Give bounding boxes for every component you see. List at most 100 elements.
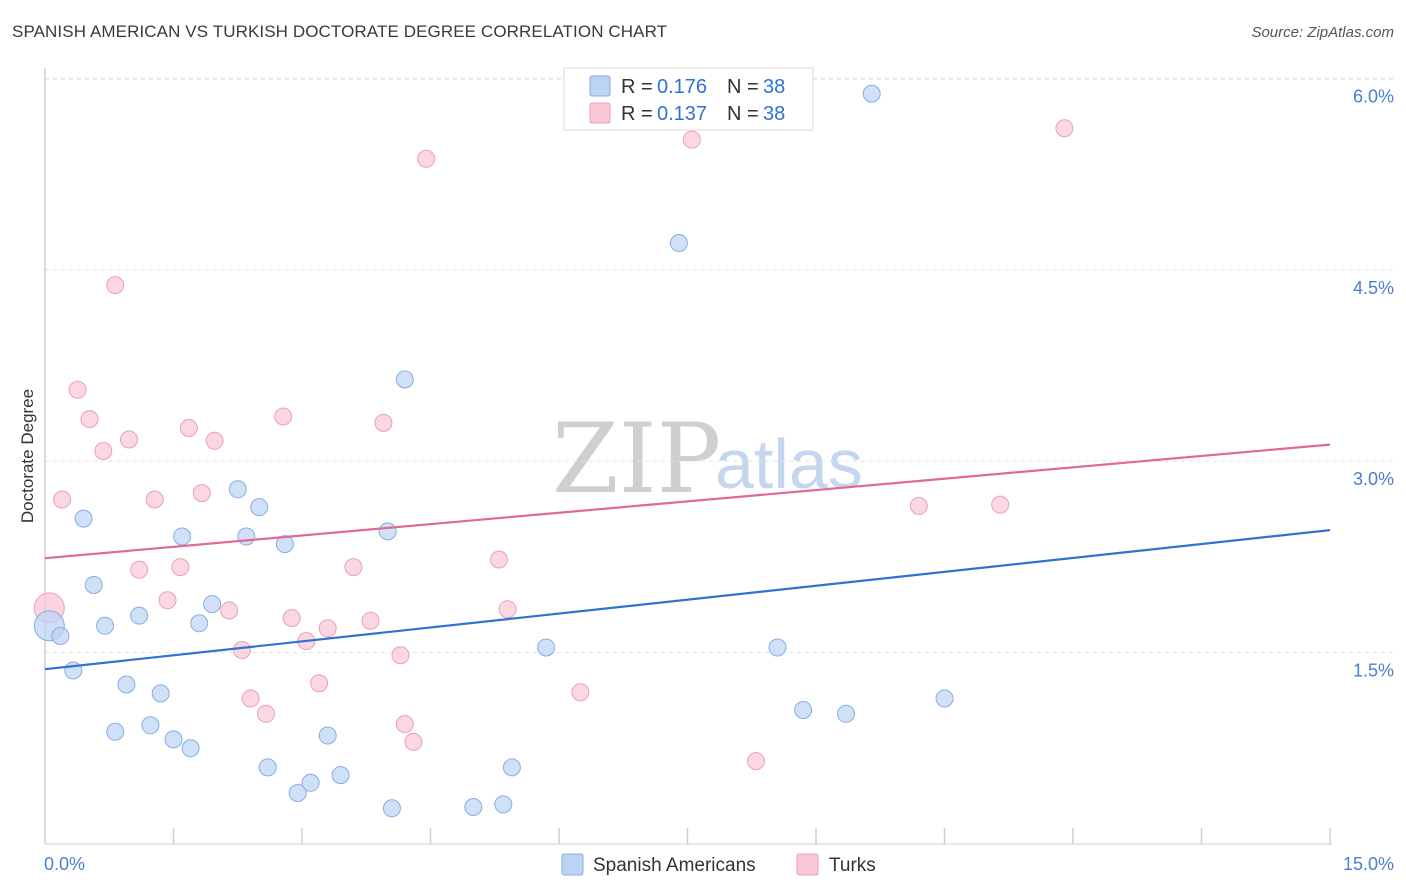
turk-point-30 (490, 550, 508, 569)
bottom-legend: Spanish Americans Turks (561, 853, 876, 876)
legend-n-label-blue: N = (727, 76, 759, 98)
spanish-american-point-26 (382, 799, 401, 818)
legend-r-value-pink: 0.137 (657, 103, 707, 125)
legend-r-label-blue: R = (621, 76, 653, 98)
y-tick-labels: 1.5% 3.0% 4.5% 6.0% (1353, 86, 1394, 680)
turk-point-32 (571, 683, 590, 702)
spanish-americans-points (33, 84, 954, 818)
spanish-american-point-17 (237, 527, 256, 546)
turk-point-35 (909, 496, 928, 515)
turk-point-23 (344, 558, 363, 577)
turk-point-7 (130, 560, 149, 579)
turk-point-2 (68, 380, 87, 399)
turk-point-5 (106, 276, 125, 295)
spanish-american-point-9 (141, 716, 160, 735)
spanish-american-point-21 (288, 784, 307, 802)
spanish-american-point-34 (794, 701, 813, 719)
turk-point-10 (171, 558, 190, 577)
top-legend: R = 0.176 N = 38 R = 0.137 N = 38 (563, 67, 814, 131)
spanish-american-point-31 (537, 638, 556, 657)
spanish-american-point-18 (250, 498, 269, 517)
turk-point-14 (220, 601, 239, 620)
chart-title: SPANISH AMERICAN VS TURKISH DOCTORATE DE… (12, 22, 668, 41)
turk-point-22 (318, 619, 337, 638)
turk-point-27 (395, 715, 414, 734)
spanish-american-point-32 (669, 234, 688, 252)
spanish-american-point-29 (494, 795, 513, 814)
spanish-american-point-3 (74, 509, 93, 528)
turk-point-1 (53, 490, 72, 509)
spanish-american-point-16 (228, 480, 247, 499)
trend-line-turks (44, 443, 1331, 560)
spanish-american-point-37 (935, 689, 954, 708)
spanish-american-point-13 (181, 739, 200, 758)
trend-lines (44, 443, 1331, 671)
turk-point-16 (241, 689, 260, 708)
turk-point-3 (80, 410, 99, 429)
turk-point-8 (145, 490, 164, 509)
spanish-american-point-5 (96, 616, 114, 635)
spanish-american-point-6 (106, 722, 125, 741)
legend-n-value-pink: 38 (763, 103, 785, 125)
turk-point-26 (391, 646, 410, 665)
spanish-american-point-12 (173, 527, 192, 546)
watermark-zip: ZIP (552, 403, 721, 515)
trend-line-spanish-americans (44, 529, 1331, 671)
y-tick-label-3: 6.0% (1353, 86, 1394, 106)
turk-point-29 (417, 149, 436, 168)
spanish-american-point-27 (395, 370, 414, 389)
turks-points (33, 119, 1074, 771)
spanish-american-point-20 (275, 535, 294, 554)
bottom-legend-swatch-turks (796, 853, 819, 876)
y-tick-label-0: 1.5% (1353, 661, 1394, 681)
turk-point-34 (747, 752, 765, 771)
turk-point-9 (158, 591, 177, 610)
legend-n-value-blue: 38 (763, 76, 785, 98)
spanish-american-point-11 (164, 730, 183, 749)
spanish-american-point-30 (502, 758, 521, 777)
turk-point-37 (1055, 119, 1074, 138)
watermark-atlas: atlas (715, 425, 863, 503)
spanish-american-point-14 (190, 614, 209, 633)
turk-point-19 (282, 609, 301, 628)
turk-point-31 (498, 600, 517, 619)
turk-point-4 (94, 442, 113, 460)
spanish-american-point-4 (84, 576, 103, 594)
spanish-american-point-19 (258, 758, 277, 777)
y-tick-label-1: 3.0% (1353, 469, 1394, 489)
turk-point-12 (192, 484, 211, 503)
spanish-american-point-8 (130, 606, 149, 625)
spanish-american-point-23 (318, 726, 337, 745)
turk-point-6 (120, 430, 138, 449)
turk-point-33 (682, 130, 701, 149)
x-axis-ticks (172, 828, 1331, 844)
turk-point-36 (991, 495, 1010, 514)
spanish-american-point-7 (117, 675, 136, 694)
legend-r-value-blue: 0.176 (657, 76, 707, 98)
turk-point-13 (205, 431, 224, 450)
bottom-legend-label-spanish-americans: Spanish Americans (593, 855, 756, 876)
spanish-american-point-25 (378, 522, 397, 541)
legend-n-label-pink: N = (727, 103, 759, 125)
spanish-american-point-1 (51, 627, 70, 645)
turk-point-11 (179, 419, 198, 437)
turk-point-24 (361, 611, 380, 630)
x-tick-label-min: 0.0% (44, 854, 85, 874)
spanish-american-point-35 (837, 704, 855, 723)
y-axis-label: Doctorate Degree (18, 389, 37, 523)
spanish-american-point-36 (862, 84, 881, 103)
spanish-american-point-22 (301, 773, 320, 792)
gridlines (45, 77, 1395, 654)
legend-swatch-blue (589, 75, 611, 97)
y-tick-label-2: 4.5% (1353, 278, 1394, 298)
bottom-legend-label-turks: Turks (829, 855, 876, 876)
spanish-american-point-10 (151, 684, 170, 703)
legend-r-label-pink: R = (621, 103, 653, 125)
turk-point-21 (310, 674, 329, 693)
bottom-legend-swatch-spanish-americans (561, 853, 584, 876)
spanish-american-point-24 (331, 766, 350, 785)
source-label: Source: ZipAtlas.com (1251, 24, 1394, 41)
spanish-american-point-28 (464, 798, 483, 816)
spanish-american-point-15 (203, 595, 222, 614)
